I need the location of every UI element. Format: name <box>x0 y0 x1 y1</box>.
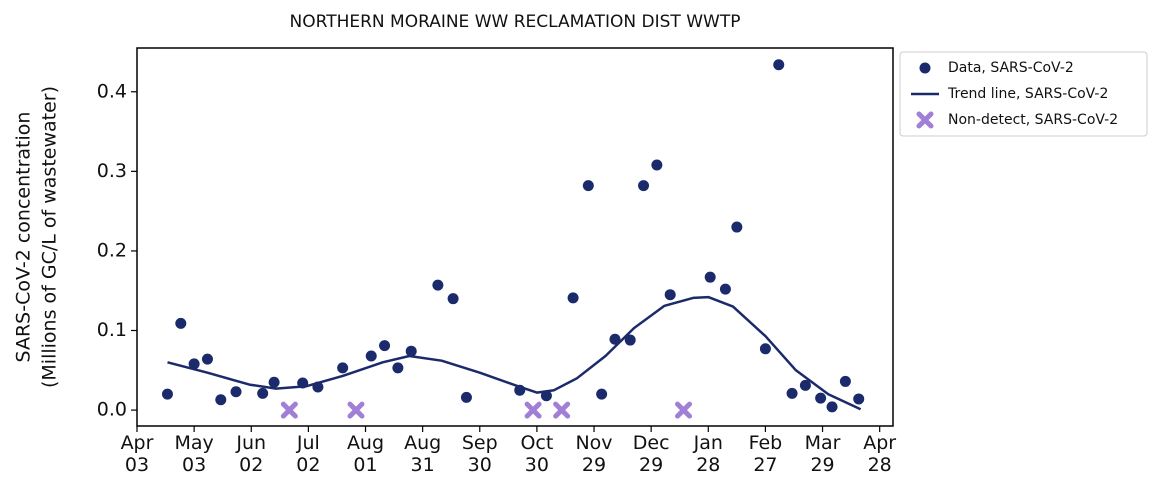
data-point <box>365 350 377 362</box>
data-point <box>540 390 552 402</box>
data-point <box>268 376 280 388</box>
chart-title: NORTHERN MORAINE WW RECLAMATION DIST WWT… <box>290 12 741 32</box>
data-point <box>704 271 716 283</box>
data-point <box>161 388 173 400</box>
data-point <box>596 388 608 400</box>
y-axis-label: (Millions of GC/L of wastewater) <box>39 86 61 388</box>
non-detect-marker <box>524 401 542 419</box>
data-point <box>609 333 621 345</box>
data-point <box>664 289 676 301</box>
legend-label: Trend line, SARS-CoV-2 <box>947 86 1108 102</box>
data-point <box>567 292 579 304</box>
data-point <box>215 394 227 406</box>
y-tick-label: 0.3 <box>97 160 127 182</box>
y-axis-label: SARS-CoV-2 concentration <box>13 112 35 363</box>
legend-label: Data, SARS-CoV-2 <box>948 60 1074 76</box>
x-tick-label: Aug 01 <box>346 432 385 476</box>
x-tick-label: Oct 30 <box>520 432 554 476</box>
x-tick-label: Apr 03 <box>120 432 154 476</box>
data-point <box>799 379 811 391</box>
x-tick-label: Nov 29 <box>575 432 613 476</box>
y-tick-label: 0.0 <box>97 399 127 421</box>
x-tick-label: Dec 29 <box>632 432 670 476</box>
y-tick-label: 0.4 <box>97 80 127 102</box>
x-tick-label: Jul 02 <box>296 432 321 476</box>
x-tick-label: Aug 31 <box>404 432 442 476</box>
non-detect-marker <box>347 401 365 419</box>
x-tick-label: Apr 28 <box>863 432 897 476</box>
data-point <box>379 340 391 352</box>
data-point <box>582 180 594 192</box>
legend-marker <box>919 62 931 74</box>
data-point <box>188 358 200 370</box>
data-point <box>201 353 213 365</box>
x-tick-label: May 03 <box>174 432 214 476</box>
data-point <box>432 279 444 291</box>
x-tick-label: Jan 28 <box>693 432 723 476</box>
non-detect-marker <box>280 401 298 419</box>
data-point <box>651 159 663 171</box>
data-point <box>257 387 269 399</box>
trend-line <box>167 295 862 411</box>
y-tick-label: 0.2 <box>97 239 127 261</box>
data-point <box>826 401 838 413</box>
data-point <box>405 345 417 357</box>
data-point <box>230 386 242 398</box>
x-tick-label: Sep 30 <box>461 432 498 476</box>
data-point <box>719 283 731 295</box>
data-point <box>337 362 349 374</box>
non-detect-marker <box>553 401 571 419</box>
legend-marker <box>916 111 934 129</box>
x-tick-label: Jun 02 <box>236 432 267 476</box>
data-point <box>759 343 771 355</box>
data-point <box>392 362 404 374</box>
data-point <box>638 180 650 192</box>
data-point <box>624 334 636 346</box>
data-point <box>460 391 472 403</box>
data-point <box>175 317 187 329</box>
legend-label: Non-detect, SARS-CoV-2 <box>948 112 1118 128</box>
plot-frame <box>136 47 894 427</box>
non-detect-marker <box>675 401 693 419</box>
data-point <box>731 221 743 233</box>
data-point <box>839 375 851 387</box>
data-point <box>773 59 785 71</box>
legend-box <box>899 51 1148 137</box>
data-point <box>853 393 865 405</box>
data-point <box>447 293 459 305</box>
data-point <box>815 392 827 404</box>
x-tick-label: Mar 29 <box>804 432 841 476</box>
data-point <box>786 387 798 399</box>
y-tick-label: 0.1 <box>97 319 127 341</box>
x-tick-label: Feb 27 <box>748 432 783 476</box>
